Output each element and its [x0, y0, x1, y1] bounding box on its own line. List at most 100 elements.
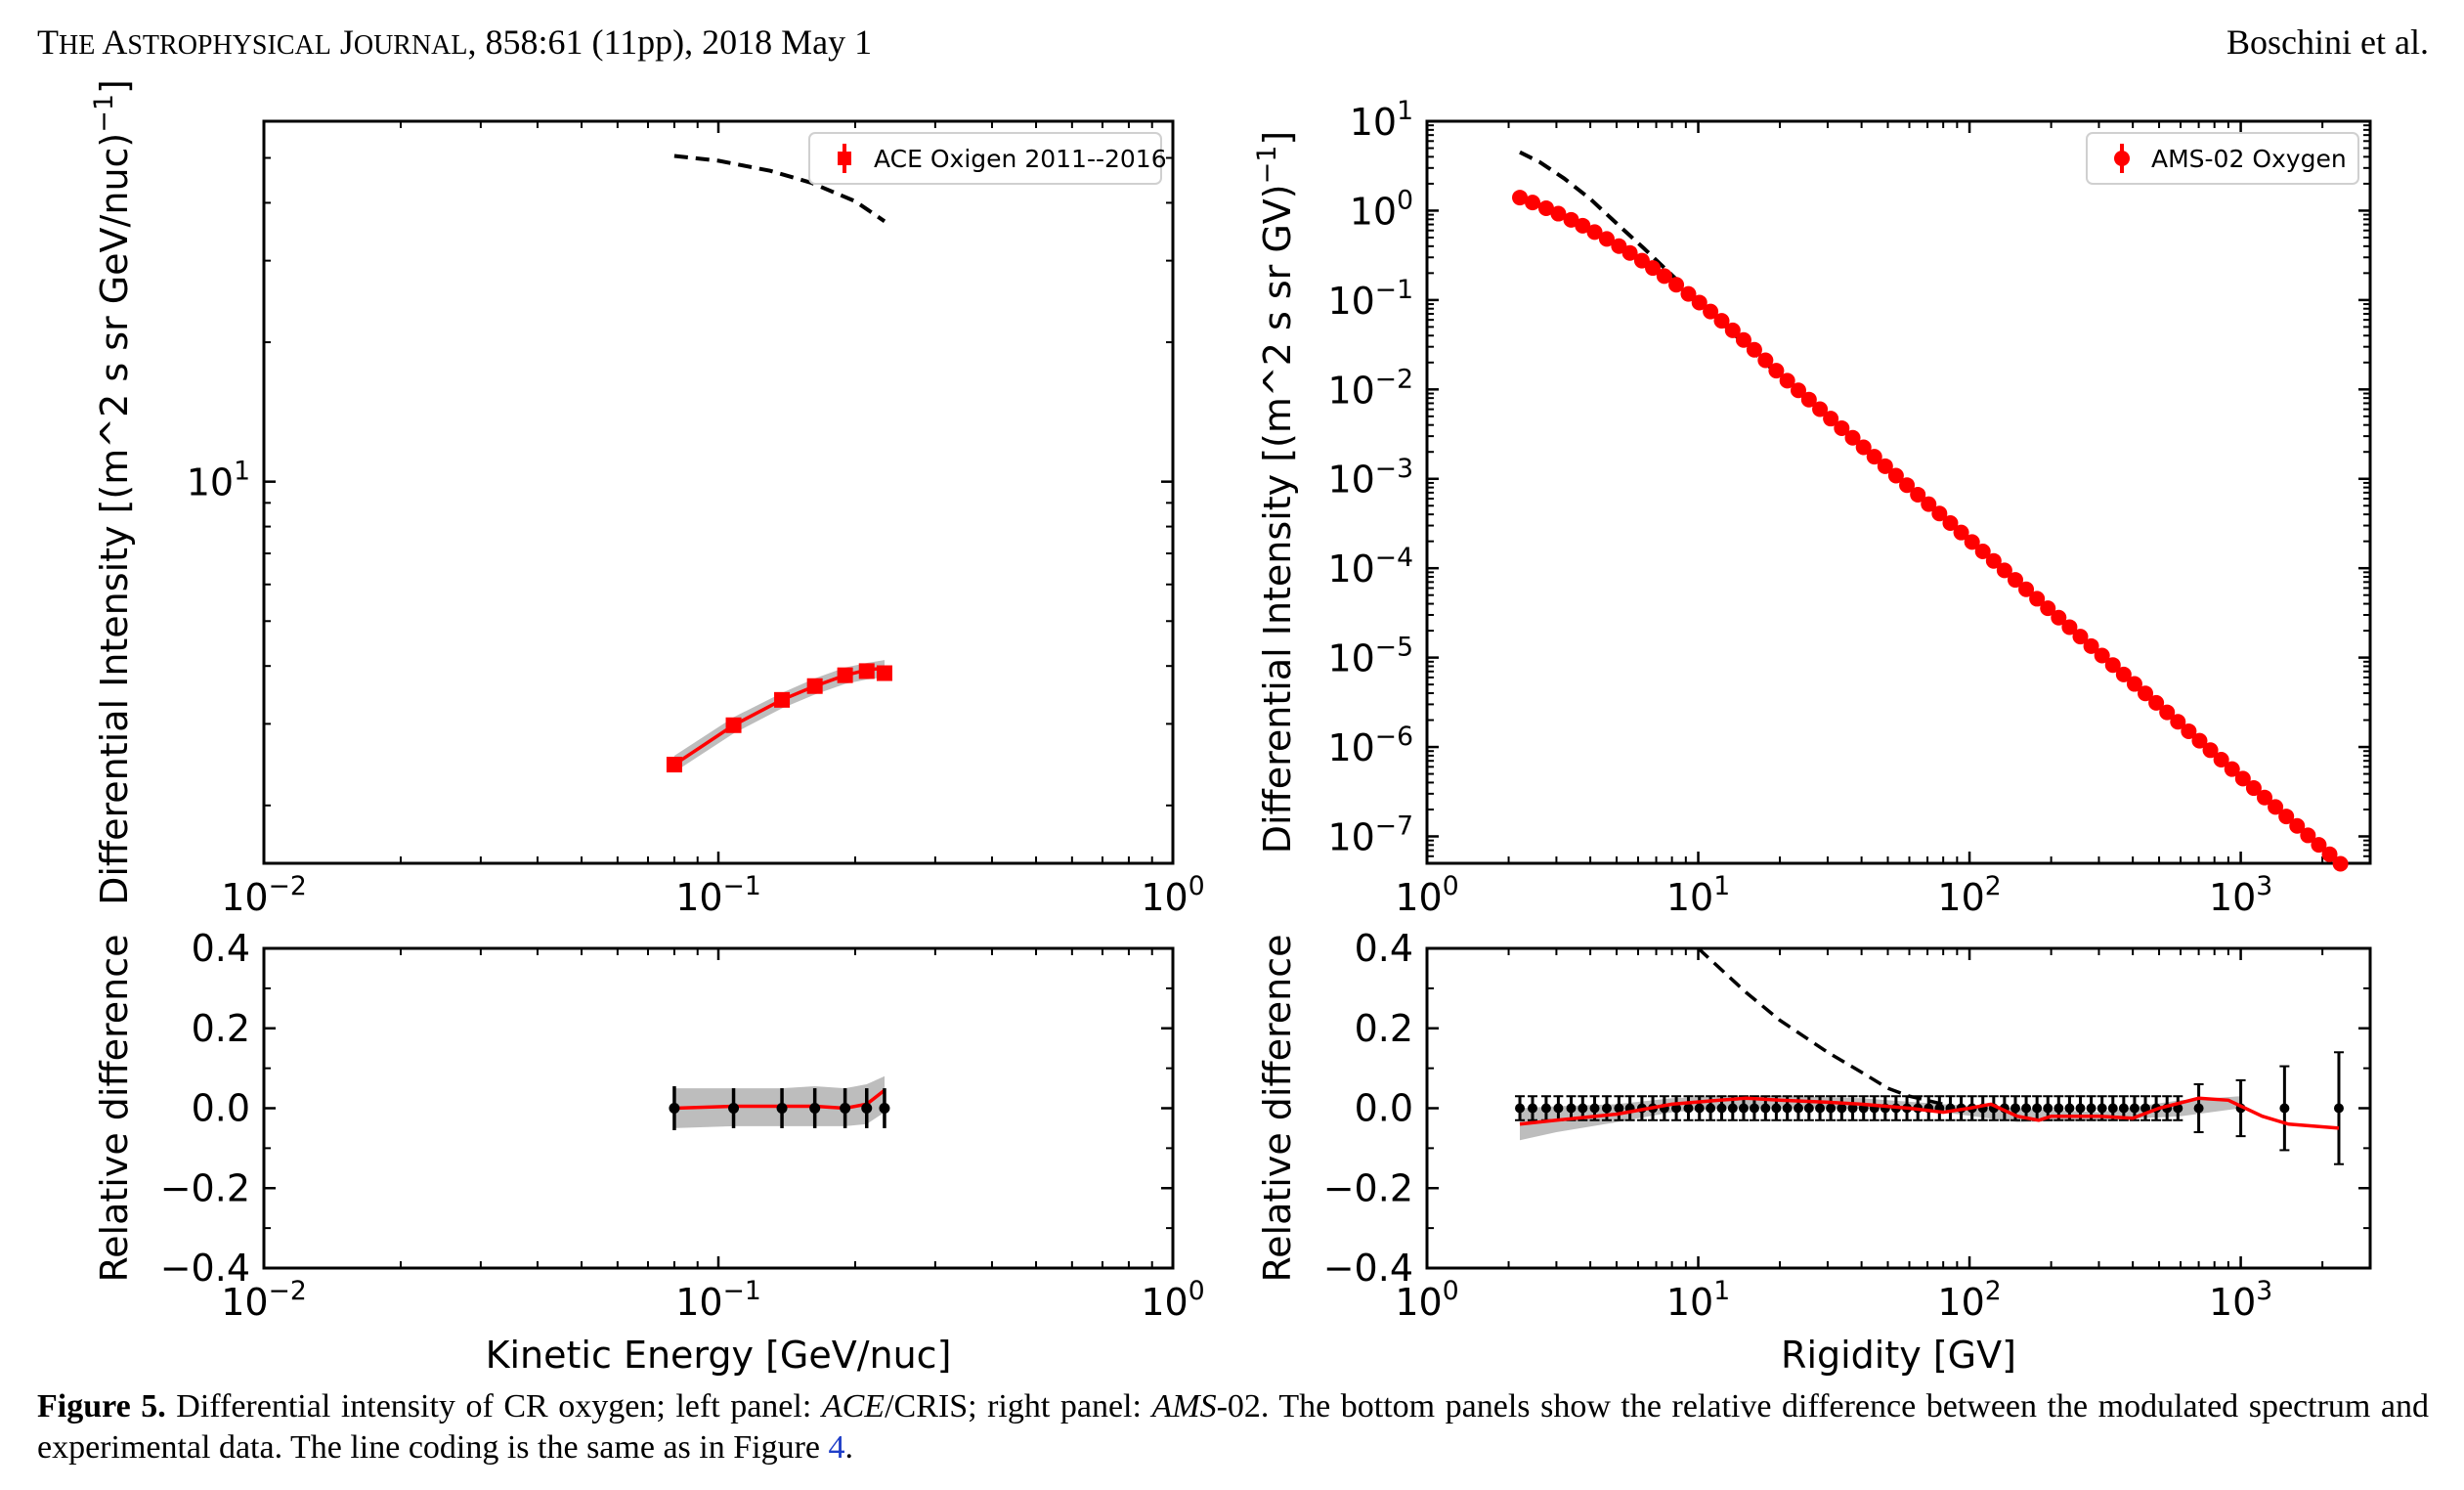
- data-point: [876, 665, 892, 681]
- data-point: [1703, 303, 1719, 320]
- data-point: [1974, 544, 1991, 560]
- legend-marker: [838, 152, 851, 165]
- data-point: [1953, 524, 1969, 541]
- data-point: [1812, 401, 1829, 417]
- data-point: [2138, 685, 2154, 702]
- residual-point: [2279, 1103, 2290, 1114]
- legend-box: [808, 132, 1162, 185]
- residual-point: [1706, 1103, 1716, 1114]
- panel-left-top: 10−2 10−1 100 101 Differential Intensity [(m…: [89, 79, 1205, 919]
- residual-point: [1614, 1103, 1624, 1114]
- y-tick-label: 10−7: [1327, 811, 1413, 859]
- data-point: [837, 667, 853, 683]
- plot-frame: [1425, 119, 2372, 865]
- x-axis-label: Kinetic Energy [GeV/nuc]: [486, 1334, 952, 1377]
- data-point: [2051, 609, 2067, 626]
- y-tick-label: −0.2: [1323, 1166, 1413, 1209]
- data-point: [1746, 341, 1762, 358]
- x-tick-label: 100: [1395, 871, 1458, 919]
- residual-point: [1515, 1103, 1526, 1114]
- y-tick-label: 10−3: [1327, 454, 1413, 502]
- caption-text-1: Differential intensity of CR oxygen; lef…: [165, 1388, 822, 1424]
- data-point: [1877, 458, 1893, 474]
- residual-point: [1793, 1103, 1803, 1114]
- data-point: [1668, 277, 1685, 293]
- data-point: [806, 678, 823, 694]
- data-point: [2007, 572, 2023, 589]
- data-point: [725, 717, 742, 733]
- model-uncertainty-band: [673, 660, 885, 772]
- residual-point: [2021, 1103, 2032, 1114]
- plot-frame: [262, 119, 1175, 865]
- figure-caption: Figure 5. Differential intensity of CR o…: [37, 1386, 2429, 1468]
- data-point: [1537, 199, 1554, 216]
- data-point: [2126, 676, 2142, 692]
- journal-letter-j: J: [339, 22, 354, 62]
- y-tick-label: −0.4: [1323, 1247, 1413, 1290]
- residual-point: [2064, 1103, 2075, 1114]
- x-tick-label: 100: [1141, 1276, 1204, 1324]
- y-tick-label: 0.0: [1355, 1087, 1413, 1130]
- data-point: [2040, 600, 2056, 617]
- y-tick-label: 0.0: [192, 1087, 250, 1130]
- data-point: [1996, 562, 2012, 579]
- data-point: [1512, 190, 1529, 206]
- legend-label: AMS-02 Oxygen: [2151, 145, 2347, 173]
- data-point: [1563, 211, 1579, 228]
- y-tick-label: 101: [1350, 96, 1413, 144]
- data-point: [2332, 855, 2349, 872]
- journal-letter-t: T: [37, 22, 59, 62]
- data-point: [1931, 505, 1948, 522]
- x-tick-label: 101: [1666, 1276, 1730, 1324]
- lis-dashed-line: [673, 153, 886, 223]
- y-axis-label: Differential Intensity [(m^2 s sr GeV/nu…: [89, 79, 136, 905]
- x-tick-label: 10−2: [221, 1276, 307, 1324]
- y-tick-label: 101: [187, 457, 250, 504]
- residual-point: [1589, 1103, 1600, 1114]
- residual-point: [776, 1103, 788, 1114]
- residual-point: [2333, 1103, 2344, 1114]
- data-point: [666, 757, 682, 773]
- data-point: [1586, 224, 1603, 241]
- legend-box: [2086, 132, 2359, 185]
- panel-right-bottom: 100 101 102 103 0.4 0.2 0.0 −0.2 −0.4 Relative di…: [1256, 927, 2372, 1377]
- data-point: [1942, 514, 1959, 531]
- y-tick-label: 0.4: [1355, 927, 1413, 970]
- data-point: [1800, 391, 1817, 408]
- data-point: [2061, 619, 2078, 635]
- data-point: [2256, 789, 2272, 806]
- caption-text-4: .: [844, 1429, 853, 1466]
- data-point: [2159, 704, 2176, 721]
- caption-figure-link[interactable]: 4: [828, 1429, 845, 1466]
- data-point: [1724, 322, 1741, 338]
- journal-citation: , 858:61 (11pp), 2018 May 1: [467, 22, 873, 62]
- data-point: [2018, 581, 2035, 597]
- residual-point: [1566, 1103, 1577, 1114]
- y-tick-label: −0.4: [160, 1247, 250, 1290]
- residual-point: [1803, 1103, 1814, 1114]
- data-point: [1680, 285, 1697, 302]
- data-point: [2311, 837, 2327, 854]
- x-tick-label: 102: [1937, 1276, 2001, 1324]
- residual-point: [1771, 1103, 1782, 1114]
- caption-ace: ACE: [821, 1388, 886, 1424]
- data-point: [2300, 827, 2316, 844]
- data-point: [2029, 591, 2046, 607]
- data-point: [2268, 799, 2284, 815]
- data-point: [1735, 331, 1751, 348]
- y-tick-label: 10−6: [1327, 722, 1413, 769]
- data-point: [2115, 666, 2132, 682]
- data-point: [2202, 742, 2219, 759]
- y-tick-label: 10−1: [1327, 275, 1413, 323]
- residual-point: [1782, 1103, 1793, 1114]
- data-point: [1656, 268, 1672, 285]
- data-point: [2191, 732, 2208, 749]
- journal-word-he: HE: [59, 30, 96, 61]
- residual-point: [2043, 1103, 2053, 1114]
- residual-point: [2097, 1103, 2107, 1114]
- running-header-journal: THE ASTROPHYSICAL JOURNAL, 858:61 (11pp)…: [37, 22, 872, 63]
- data-point: [774, 691, 791, 708]
- residual-point: [1694, 1103, 1705, 1114]
- data-point: [1713, 313, 1730, 329]
- data-point: [2289, 817, 2306, 834]
